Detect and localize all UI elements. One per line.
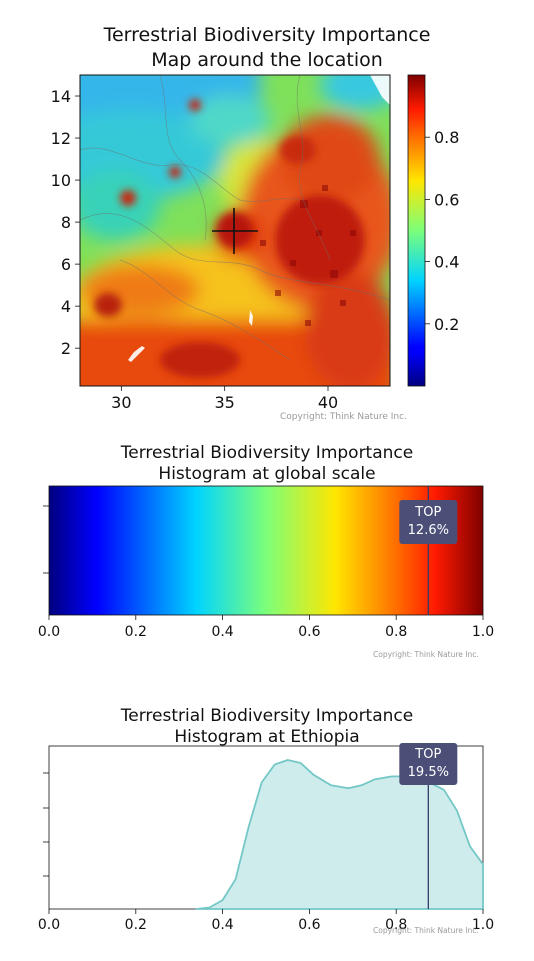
global-x-tick-label: 0.8 <box>385 624 407 640</box>
location-marker <box>212 208 258 254</box>
global-x-tick-label: 0.4 <box>211 624 233 640</box>
map-y-tick-label: 14 <box>51 87 71 106</box>
country-badge-label: TOP <box>414 747 441 762</box>
map-x-tick-label: 40 <box>318 393 338 412</box>
global-x-axis: 0.0 0.2 0.4 0.6 0.8 1.0 <box>38 615 494 640</box>
map-heatmap-chart: 30 35 40 2 4 6 8 10 12 14 0.2 0.4 0.6 0.8 <box>51 74 459 412</box>
map-colorbar-axis: 0.2 0.4 0.6 0.8 <box>425 128 459 334</box>
map-title-line2: Map around the location <box>151 49 383 71</box>
map-title-line1: Terrestrial Biodiversity Importance <box>103 24 431 46</box>
map-y-tick-label: 4 <box>61 297 71 316</box>
country-x-axis: 0.0 0.2 0.4 0.6 0.8 1.0 <box>38 909 494 933</box>
country-x-tick-label: 0.6 <box>298 917 320 933</box>
global-badge-value: 12.6% <box>408 523 449 538</box>
country-x-tick-label: 0.2 <box>125 917 147 933</box>
country-density-area <box>195 759 484 910</box>
global-x-tick-label: 0.6 <box>298 624 320 640</box>
colorbar-tick-label: 0.4 <box>434 253 459 272</box>
map-x-tick-label: 30 <box>111 393 131 412</box>
map-y-axis: 2 4 6 8 10 12 14 <box>51 87 80 358</box>
map-y-tick-label: 10 <box>51 171 71 190</box>
country-copyright: Copyright: Think Nature Inc. <box>373 926 479 935</box>
global-copyright: Copyright: Think Nature Inc. <box>373 650 479 659</box>
map-y-tick-label: 8 <box>61 213 71 232</box>
country-hist-title-line1: Terrestrial Biodiversity Importance <box>120 706 414 726</box>
country-x-tick-label: 1.0 <box>472 917 494 933</box>
country-x-tick-label: 0.0 <box>38 917 60 933</box>
map-raster <box>80 75 390 386</box>
map-y-tick-label: 6 <box>61 255 71 274</box>
country-hist-title-line2: Histogram at Ethiopia <box>174 727 360 747</box>
map-copyright: Copyright: Think Nature Inc. <box>280 412 407 422</box>
map-colorbar <box>407 74 426 387</box>
global-badge-label: TOP <box>414 505 441 520</box>
global-x-tick-label: 0.0 <box>38 624 60 640</box>
map-y-tick-label: 12 <box>51 129 71 148</box>
map-y-tick-label: 2 <box>61 339 71 358</box>
global-histogram-chart: 0.0 0.2 0.4 0.6 0.8 1.0 TOP 12.6% <box>38 485 494 640</box>
global-hist-title-line1: Terrestrial Biodiversity Importance <box>120 443 414 463</box>
colorbar-tick-label: 0.6 <box>434 190 459 209</box>
country-x-tick-label: 0.4 <box>211 917 233 933</box>
map-frame <box>79 74 391 387</box>
map-x-tick-label: 35 <box>214 393 234 412</box>
country-badge-value: 19.5% <box>408 765 449 780</box>
colorbar-tick-label: 0.2 <box>434 315 459 334</box>
map-x-axis: 30 35 40 <box>111 386 338 412</box>
global-top-badge <box>399 500 458 544</box>
global-x-tick-label: 1.0 <box>472 624 494 640</box>
country-x-tick-label: 0.8 <box>385 917 407 933</box>
global-x-tick-label: 0.2 <box>125 624 147 640</box>
colorbar-tick-label: 0.8 <box>434 128 459 147</box>
country-top-badge <box>399 743 458 785</box>
global-hist-title-line2: Histogram at global scale <box>158 464 376 484</box>
